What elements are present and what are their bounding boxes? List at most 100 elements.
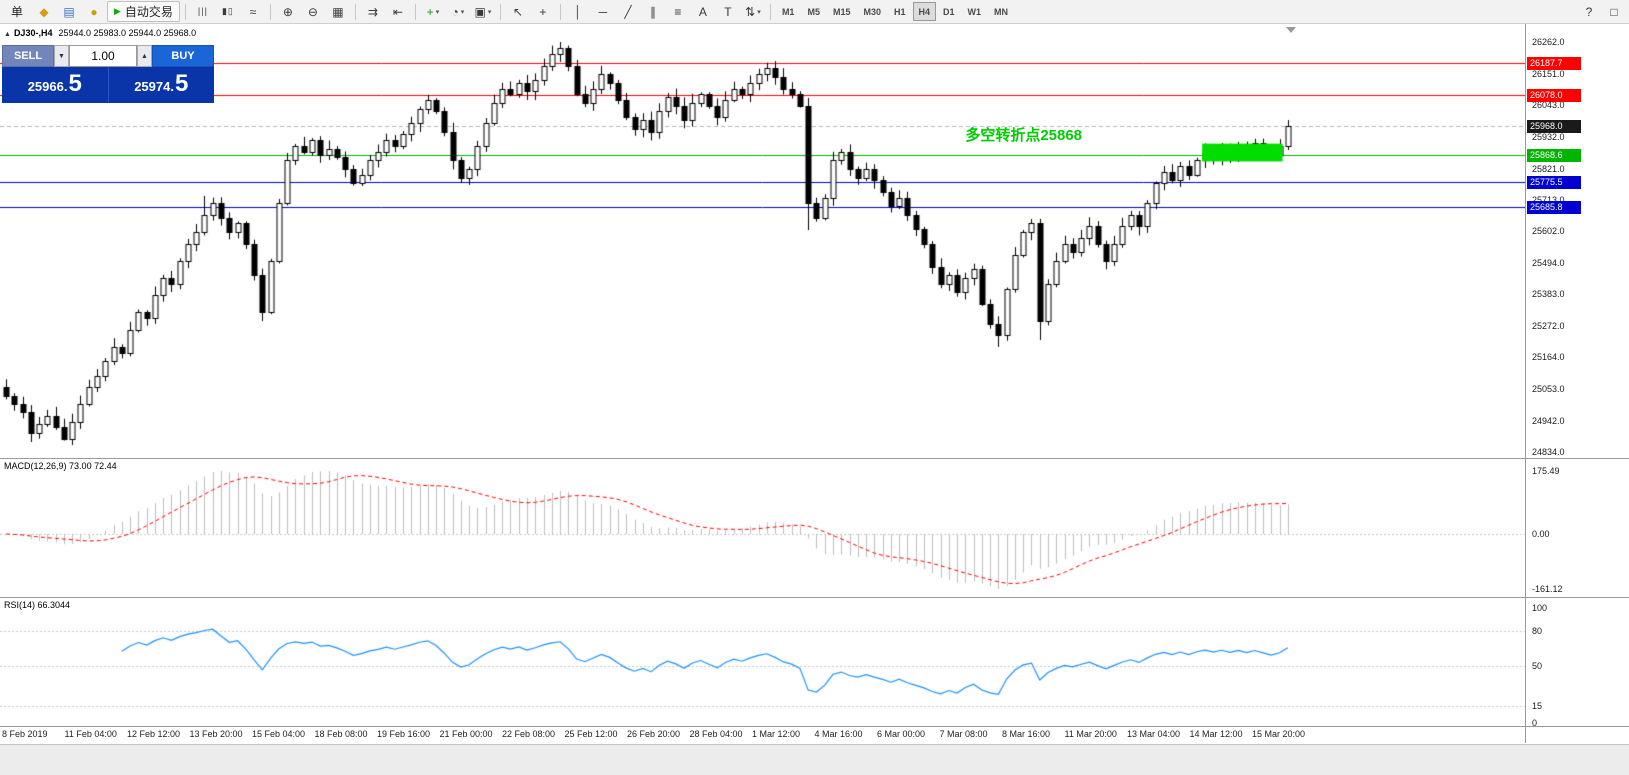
data-window-icon: ● [90,4,98,19]
axis-tick-label: 100 [1532,603,1548,613]
price-chart-canvas[interactable] [0,24,1525,458]
axis-tick-label: 26043.0 [1532,99,1565,110]
buy-price-main: 25974. [134,79,174,94]
panel-divider[interactable] [0,458,1629,459]
one-click-controls: SELL ▼ ▲ BUY [2,45,214,67]
time-axis-label: 12 Feb 12:00 [127,729,181,739]
symbol-label: DJ30-,H4 [13,28,53,38]
sell-price[interactable]: 25966. 5 [2,67,108,103]
templates-icon: ▣ [474,4,486,19]
indicators-button[interactable]: + ▾ [421,2,445,22]
market-watch-button[interactable]: ▤ [57,2,81,22]
axis-tick-label: 26151.0 [1532,68,1565,79]
zoom-out-button[interactable]: ⊖ [301,2,325,22]
time-axis-label: 19 Feb 16:00 [377,729,431,739]
chart-shift-marker[interactable] [1286,27,1296,33]
line-chart-button[interactable]: ≈ [241,2,265,22]
time-axis-label: 1 Mar 12:00 [752,729,801,739]
time-axis[interactable]: 8 Feb 2019 11 Feb 04:00 12 Feb 12:00 13 Feb… [0,727,1525,743]
time-axis-label: 4 Mar 16:00 [814,729,863,739]
sell-button[interactable]: SELL [2,45,54,67]
cursor-button[interactable]: ↖ [506,2,530,22]
level-price-tag: 25685.8 [1527,201,1581,215]
horizontal-line-icon: ─ [598,4,608,19]
timeframe-d1-button[interactable]: D1 [943,6,955,17]
panel-divider[interactable] [0,597,1629,598]
time-axis-label: 8 Feb 2019 [2,729,48,739]
buy-price[interactable]: 25974. 5 [109,67,215,103]
chart-menu-icon[interactable]: ▲ [4,31,11,38]
one-click-trading-panel: SELL ▼ ▲ BUY 25966.5 25974.5 [2,45,214,103]
time-axis-label: 22 Feb 08:00 [502,729,556,739]
vertical-line-button[interactable]: │ [566,2,590,22]
time-axis-label: 13 Feb 20:00 [189,729,243,739]
one-click-prices: 25966. 5 25974. 5 [2,67,214,103]
text-button[interactable]: A [691,2,715,22]
label-button[interactable]: T [716,2,740,22]
horizontal-line-button[interactable]: ─ [591,2,615,22]
bar-chart-button[interactable]: ||| [191,2,215,22]
sell-price-main: 25966. [27,79,68,94]
zoom-in-icon: ⊕ [282,4,293,19]
volume-decrease-button[interactable]: ▼ [54,45,69,67]
trendline-icon: ╱ [624,4,632,19]
time-axis-label: 8 Mar 16:00 [1002,729,1051,739]
macd-values: 73.00 72.44 [69,461,117,471]
zoom-in-button[interactable]: ⊕ [276,2,300,22]
macd-panel-canvas[interactable] [0,459,1525,597]
volume-increase-button[interactable]: ▲ [137,45,152,67]
timeframe-mn-button[interactable]: MN [994,6,1009,17]
time-axis-label: 11 Feb 04:00 [64,729,117,739]
timeframe-m1-button[interactable]: M1 [781,6,795,17]
zoom-out-icon: ⊖ [307,4,318,19]
timeframe-h1-button[interactable]: H1 [894,6,906,17]
turning-point-annotation[interactable]: 多空转折点25868 [965,127,1083,144]
axis-tick-label: 25713.0 [1532,194,1565,205]
axis-tick-label: 25164.0 [1532,352,1565,363]
help-button[interactable]: ? [1577,2,1601,22]
crosshair-button[interactable]: + [531,2,555,22]
dropdown-arrow-icon: ▾ [757,8,761,16]
periods-button[interactable]: ◔ ▾ [446,2,470,22]
new-order-button[interactable]: ◆ [32,2,56,22]
timeframe-m15-button[interactable]: M15 [832,6,851,17]
axis-tick-label: 50 [1532,660,1543,671]
templates-button[interactable]: ▣ ▾ [471,2,495,22]
toolbar-separator [269,3,271,20]
axis-tick-label: 24834.0 [1532,447,1565,457]
channel-icon: ∥ [649,4,656,19]
autotrading-button[interactable]: ▶ 自动交易 [107,1,180,22]
time-axis-label: 26 Feb 20:00 [627,729,681,739]
time-axis-label: 7 Mar 08:00 [939,729,988,739]
rsi-panel-canvas[interactable] [0,598,1525,726]
level-price-tag: 26078.0 [1527,88,1581,102]
price-divider [107,67,109,103]
level-price-tag: 25775.5 [1527,175,1581,189]
trendline-button[interactable]: ╱ [616,2,640,22]
order-button[interactable]: 单 [10,5,23,19]
window-button[interactable]: □ [1602,2,1626,22]
axis-tick-label: 25932.0 [1532,131,1565,142]
timeframe-m5-button[interactable]: M5 [807,6,820,17]
time-axis-label: 6 Mar 00:00 [877,729,926,739]
volume-input[interactable] [69,45,137,67]
axis-tick-label: 26262.0 [1532,37,1565,47]
timeframe-w1-button[interactable]: W1 [967,6,982,17]
shapes-button[interactable]: ⇅ ▾ [741,2,765,22]
buy-button[interactable]: BUY [152,45,214,67]
fibonacci-button[interactable]: ≡ [666,2,690,22]
cursor-icon: ↖ [512,4,523,19]
channel-button[interactable]: ∥ [641,2,665,22]
auto-scroll-button[interactable]: ⇉ [361,2,385,22]
price-axis[interactable]: 26262.0 26151.0 26043.0 25932.0 25821.0 25713… [1525,24,1629,743]
current-price-tag: 25968.0 [1527,120,1581,134]
timeframe-m30-button[interactable]: M30 [863,6,881,17]
sell-price-big: 5 [68,70,82,97]
timeframe-h4-button[interactable]: H4 [912,2,937,21]
tile-windows-button[interactable]: ▦ [326,2,350,22]
data-window-button[interactable]: ● [82,2,106,22]
rsi-name: RSI(14) [4,600,36,610]
chart-shift-button[interactable]: ⇤ [386,2,410,22]
candlestick-chart-button[interactable]: ▮▯ [216,2,240,22]
